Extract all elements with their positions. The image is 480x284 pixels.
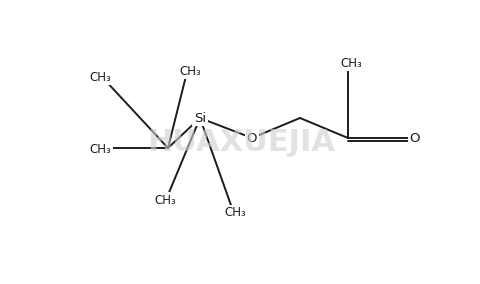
Text: O: O (246, 131, 257, 145)
Text: O: O (409, 131, 420, 145)
Text: CH₃: CH₃ (89, 143, 111, 156)
Text: CH₃: CH₃ (339, 57, 361, 70)
Text: CH₃: CH₃ (224, 206, 245, 220)
Text: HUAXUEJIA: HUAXUEJIA (147, 128, 334, 156)
Text: CH₃: CH₃ (154, 193, 176, 206)
Text: CH₃: CH₃ (179, 64, 201, 78)
Text: CH₃: CH₃ (89, 70, 111, 83)
Text: Si: Si (193, 112, 205, 124)
